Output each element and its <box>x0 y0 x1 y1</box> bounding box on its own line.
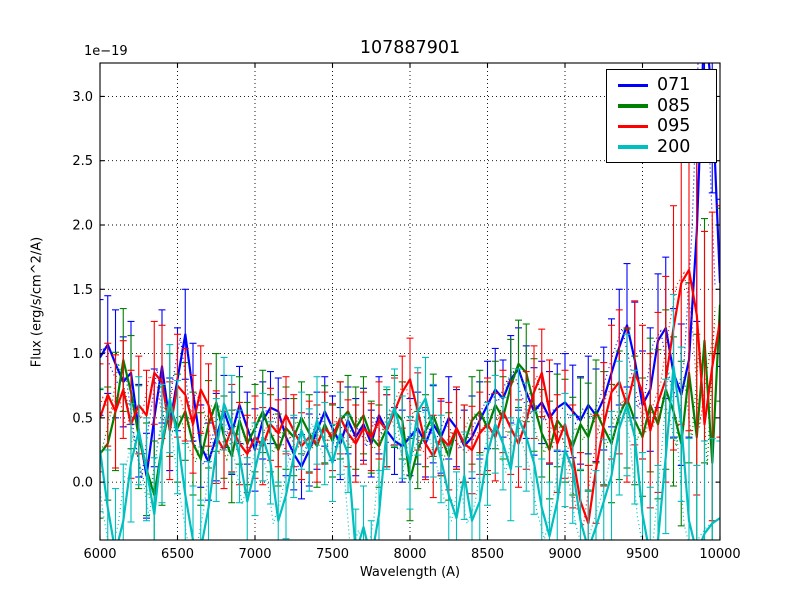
y-tick-label: 0.0 <box>72 476 93 491</box>
y-tick-label: 2.0 <box>72 219 93 234</box>
x-axis-label: Wavelength (A) <box>359 565 461 580</box>
legend-line-sample <box>618 145 648 149</box>
x-tick-label: 6000 <box>83 547 116 562</box>
y-tick-label: 0.5 <box>72 411 93 426</box>
y-axis-label-text: Flux (erg/s/cm^2/A) <box>29 236 45 368</box>
y-axis-offset-label: 1e−19 <box>84 44 128 59</box>
plot-title: 107887901 <box>359 38 461 58</box>
legend-entry: 071 <box>618 75 716 96</box>
x-tick-label: 7500 <box>316 547 349 562</box>
x-tick-label: 7000 <box>238 547 271 562</box>
legend-line-sample <box>618 83 648 87</box>
legend-entry-label: 200 <box>657 136 691 157</box>
x-tick-label: 8500 <box>471 547 504 562</box>
y-tick-label: 1.5 <box>72 283 93 298</box>
legend-entry: 200 <box>618 137 716 158</box>
legend-entry-label: 071 <box>657 75 691 96</box>
legend-entry-label: 085 <box>657 95 691 116</box>
legend-entry-label: 095 <box>657 116 691 137</box>
legend-entry: 095 <box>618 116 716 137</box>
legend-line-sample <box>618 104 648 108</box>
x-tick-label: 10000 <box>699 547 740 562</box>
legend-line-sample <box>618 124 648 128</box>
y-tick-label: 3.0 <box>72 90 93 105</box>
x-tick-label: 9500 <box>626 547 659 562</box>
legend-entry: 085 <box>618 96 716 117</box>
legend: 071 085 095 200 <box>606 69 717 163</box>
x-tick-label: 8000 <box>393 547 426 562</box>
y-tick-label: 1.0 <box>72 347 93 362</box>
x-tick-label: 9000 <box>548 547 581 562</box>
x-tick-label: 6500 <box>161 547 194 562</box>
y-tick-label: 2.5 <box>72 154 93 169</box>
